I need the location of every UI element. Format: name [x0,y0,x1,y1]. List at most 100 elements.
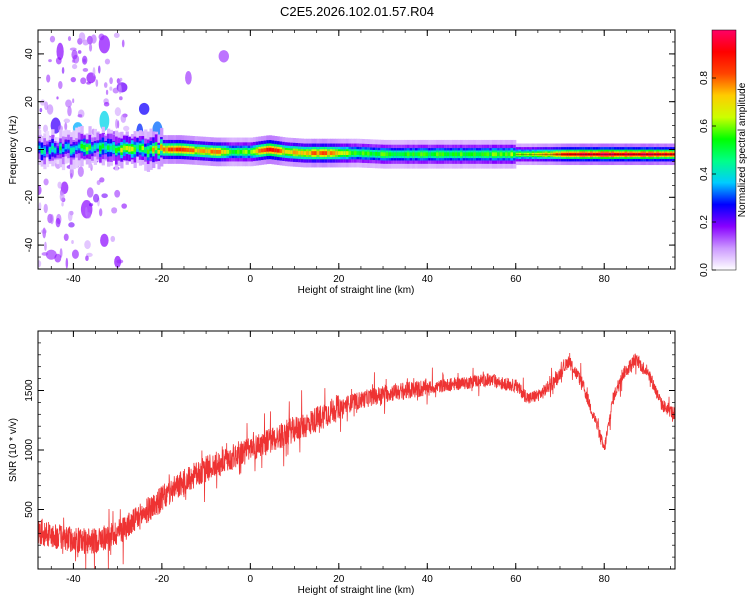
spectrogram-cell [332,151,336,155]
spectrogram-cell [412,152,416,157]
spectrogram-cell [237,149,241,154]
spectrogram-cell [242,149,246,154]
spectrogram-cell [499,152,504,157]
spectrogram-speckle [55,57,62,65]
spectrogram-cell [152,147,156,152]
spectrogram-speckle [67,106,72,117]
spectrogram-x-tick-label: -20 [155,274,170,285]
spectrogram-cell [446,152,450,157]
spectrogram-cell [420,152,424,157]
spectrogram-cell [284,149,289,154]
spectrogram-cell [470,152,474,157]
spectrogram-speckle [90,34,97,44]
spectrogram-cell [300,150,305,155]
snr-x-tick-label: 0 [248,574,254,585]
spectrogram-cell [250,149,254,154]
spectrogram-x-tick-label: 80 [599,274,611,285]
spectrogram-cell [239,149,243,154]
spectrogram-cell [438,152,443,157]
spectrogram-speckle [109,77,113,85]
spectrogram-speckle [71,49,78,60]
snr-x-axis-label: Height of straight line (km) [298,585,415,596]
spectrogram-cell [128,146,132,152]
spectrogram-speckle [113,32,120,38]
spectrogram-cell [316,151,320,155]
spectrogram-speckle [85,206,88,217]
spectrogram-cell [356,151,360,155]
spectrogram-cell [181,147,185,152]
spectrogram-cell [43,148,47,154]
spectrogram-cell [258,148,262,153]
spectrogram-cell [186,148,190,152]
spectrogram-speckle [67,210,73,222]
spectrogram-cell [507,152,512,157]
spectrogram-cell [473,152,477,157]
spectrogram-cell [117,147,121,152]
spectrogram-cell [88,145,92,149]
spectrogram-speckle [50,214,54,225]
spectrogram-cell [391,152,395,157]
snr-x-tick-label: 80 [599,574,611,585]
spectrogram-cell [361,151,366,156]
spectrogram-speckle [43,203,48,214]
spectrogram-cell [287,150,291,154]
spectrogram-cell [75,145,79,151]
spectrogram-speckle [57,181,62,189]
spectrogram-y-tick-label: -20 [24,190,35,205]
spectrogram-cell [457,152,461,157]
spectrogram-cell [234,149,238,154]
spectrogram-speckle [92,66,96,77]
snr-ticks: -40 -20 0 20 40 60 80 500 1000 1500 [24,330,675,585]
spectrogram-speckle [99,177,105,183]
spectrogram-cell [345,151,350,155]
spectrogram-speckle [77,114,83,118]
spectrogram-y-tick-label: -40 [24,237,35,252]
spectrogram-cell [221,149,225,154]
spectrogram-speckle [59,191,65,202]
spectrogram-cell [491,152,496,157]
snr-x-tick-label: 20 [333,574,345,585]
spectrogram-speckle [65,99,72,108]
spectrogram-cell [170,147,174,152]
spectrogram-cell [223,149,228,154]
spectrogram-speckle [98,33,105,41]
spectrogram-speckle [84,240,91,250]
spectrogram-cell [377,152,381,156]
spectrogram-cell [96,143,100,149]
spectrogram-cell [444,152,448,157]
spectrogram-cell [112,144,116,151]
spectrogram-cell [205,149,209,154]
spectrogram-blob [100,233,109,247]
spectrogram-speckle [56,96,59,100]
spectrogram-cell [454,152,458,157]
spectrogram-speckle [68,222,75,228]
spectrogram-cell [263,148,267,153]
spectrogram-speckle [121,203,128,209]
spectrogram-cell [101,143,105,149]
spectrogram-speckle [43,178,49,186]
spectrogram-cell [393,152,397,157]
spectrogram-cell [441,152,445,157]
spectrogram-cell [298,150,302,155]
colorbar-tick-label: 0.4 [699,167,710,181]
spectrogram-speckle [121,39,125,48]
spectrogram-blob [99,110,110,131]
spectrogram-cell [481,152,485,157]
spectrogram-cell [199,148,204,153]
spectrogram-speckle [82,68,89,72]
spectrogram-speckle [40,99,46,106]
spectrogram-cell [61,148,66,153]
spectrogram-cell [502,152,506,157]
spectrogram-cell [252,149,257,154]
spectrogram-y-tick-label: 0 [24,146,35,152]
spectrogram-cell [282,149,286,154]
spectrogram-speckle [82,39,89,46]
colorbar-tick-label: 0.6 [699,119,710,133]
spectrogram-cell [467,152,472,157]
snr-series-line [38,353,675,569]
spectrogram-speckle [42,227,47,239]
spectrogram-cell [401,152,405,157]
spectrogram-cell [398,152,403,157]
spectrogram-speckle [115,118,119,129]
spectrogram-ticks: -40 -20 0 20 40 60 80 -40 -20 0 20 40 [24,29,675,285]
